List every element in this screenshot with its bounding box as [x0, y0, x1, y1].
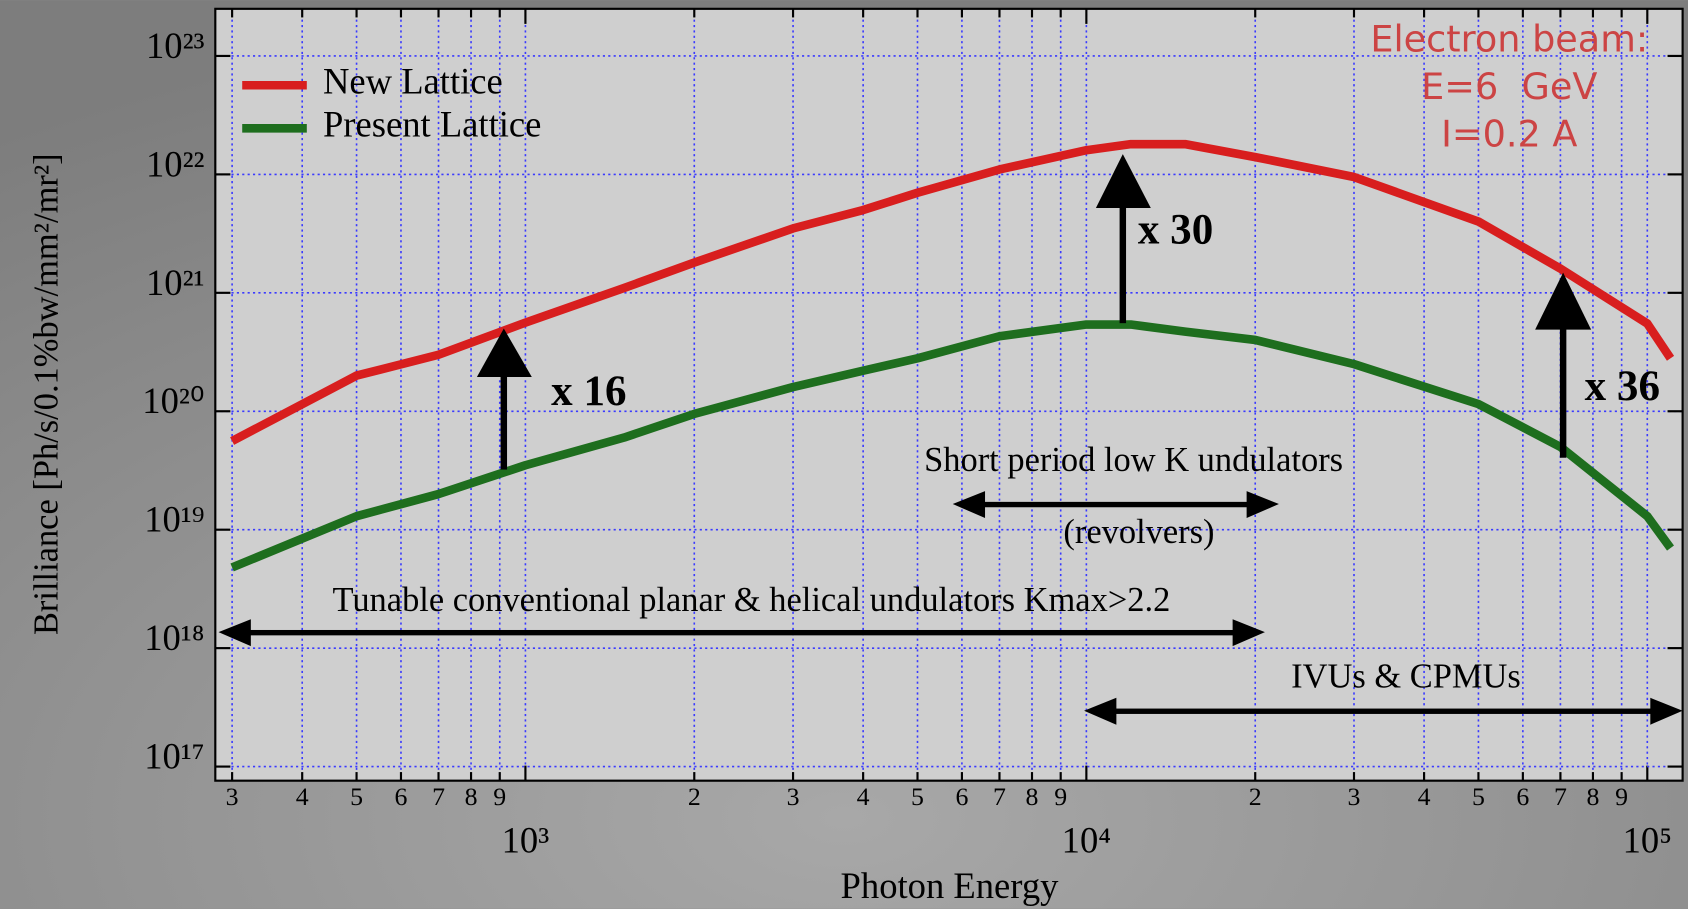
x-tick-label: 9: [1615, 782, 1628, 811]
x-tick-label: 8: [1586, 782, 1599, 811]
range-shaft: [1105, 708, 1662, 714]
x-tick-label: 8: [465, 782, 478, 811]
annotation: Tunable conventional planar & helical un…: [333, 581, 1171, 619]
grid: [215, 8, 1683, 781]
range-head: [1246, 491, 1279, 519]
legend-label: New Lattice: [323, 61, 503, 102]
legend-label: Present Lattice: [323, 104, 541, 145]
x-tick-label: 3: [226, 782, 239, 811]
x-tick-label: 5: [911, 782, 924, 811]
x-tick-label: 6: [955, 782, 968, 811]
annotation: IVUs & CPMUs: [1291, 657, 1521, 695]
x-tick-label: 9: [1054, 782, 1067, 811]
range-head: [218, 619, 251, 647]
x-tick-label: 6: [395, 782, 408, 811]
annotation: x 16: [551, 368, 626, 415]
x-tick-label: 5: [1472, 782, 1485, 811]
y-tick-label: 10²³: [146, 25, 205, 66]
annotation: Short period low K undulators: [924, 441, 1343, 479]
arrow-head: [476, 328, 532, 377]
x-tick-label: 7: [432, 782, 445, 811]
annotation: x 30: [1138, 207, 1213, 254]
plot-frame: [214, 7, 1684, 782]
range-shaft: [974, 501, 1258, 508]
arrow-head: [1535, 272, 1592, 330]
range-shaft: [240, 629, 1244, 636]
x-tick-label: 10⁴: [1062, 820, 1111, 861]
annotation: x 36: [1585, 363, 1660, 410]
x-tick-label: 9: [493, 782, 506, 811]
x-tick-label: 4: [857, 782, 870, 811]
x-tick-label: 10⁵: [1623, 820, 1672, 861]
x-tick-label: 4: [296, 782, 309, 811]
y-tick-label: 10²¹: [146, 262, 205, 303]
beam-info: E=6 GeV: [1421, 65, 1597, 108]
x-tick-label: 2: [688, 782, 701, 811]
beam-info: Electron beam:: [1370, 18, 1648, 61]
range-head: [1650, 697, 1683, 725]
x-tick-label: 8: [1026, 782, 1039, 811]
arrows: [218, 154, 1683, 725]
range-head: [1232, 619, 1265, 647]
y-tick-label: 10¹⁹: [144, 499, 204, 540]
x-tick-label: 2: [1249, 782, 1262, 811]
beam-info: I=0.2 A: [1441, 112, 1577, 155]
range-head: [952, 491, 986, 519]
y-tick-label: 10²²: [146, 143, 205, 184]
lines: [230, 139, 1675, 572]
x-tick-label: 6: [1516, 782, 1529, 811]
x-tick-label: 10³: [502, 820, 550, 861]
y-tick-label: 10¹⁸: [144, 617, 204, 658]
annotation: (revolvers): [1063, 513, 1214, 551]
y-tick-label: 10²⁰: [142, 380, 204, 421]
data-line: [230, 139, 1675, 445]
x-tick-label: 5: [350, 782, 363, 811]
arrow-shaft: [1119, 204, 1127, 324]
x-tick-label: 7: [993, 782, 1006, 811]
x-tick-label: 3: [787, 782, 800, 811]
x-tick-label: 7: [1554, 782, 1567, 811]
data-line: [230, 320, 1674, 572]
y-axis-label: Brilliance [Ph/s/0.1%bw/mm²/mr²]: [27, 153, 65, 635]
arrow-head: [1095, 154, 1151, 208]
x-tick-label: 4: [1418, 782, 1431, 811]
x-tick-label: 3: [1348, 782, 1361, 811]
y-tick-label: 10¹⁷: [144, 736, 204, 777]
x-axis-label: Photon Energy: [841, 865, 1060, 906]
arrow-shaft: [1559, 326, 1567, 458]
range-head: [1084, 697, 1117, 725]
arrow-shaft: [500, 374, 508, 470]
